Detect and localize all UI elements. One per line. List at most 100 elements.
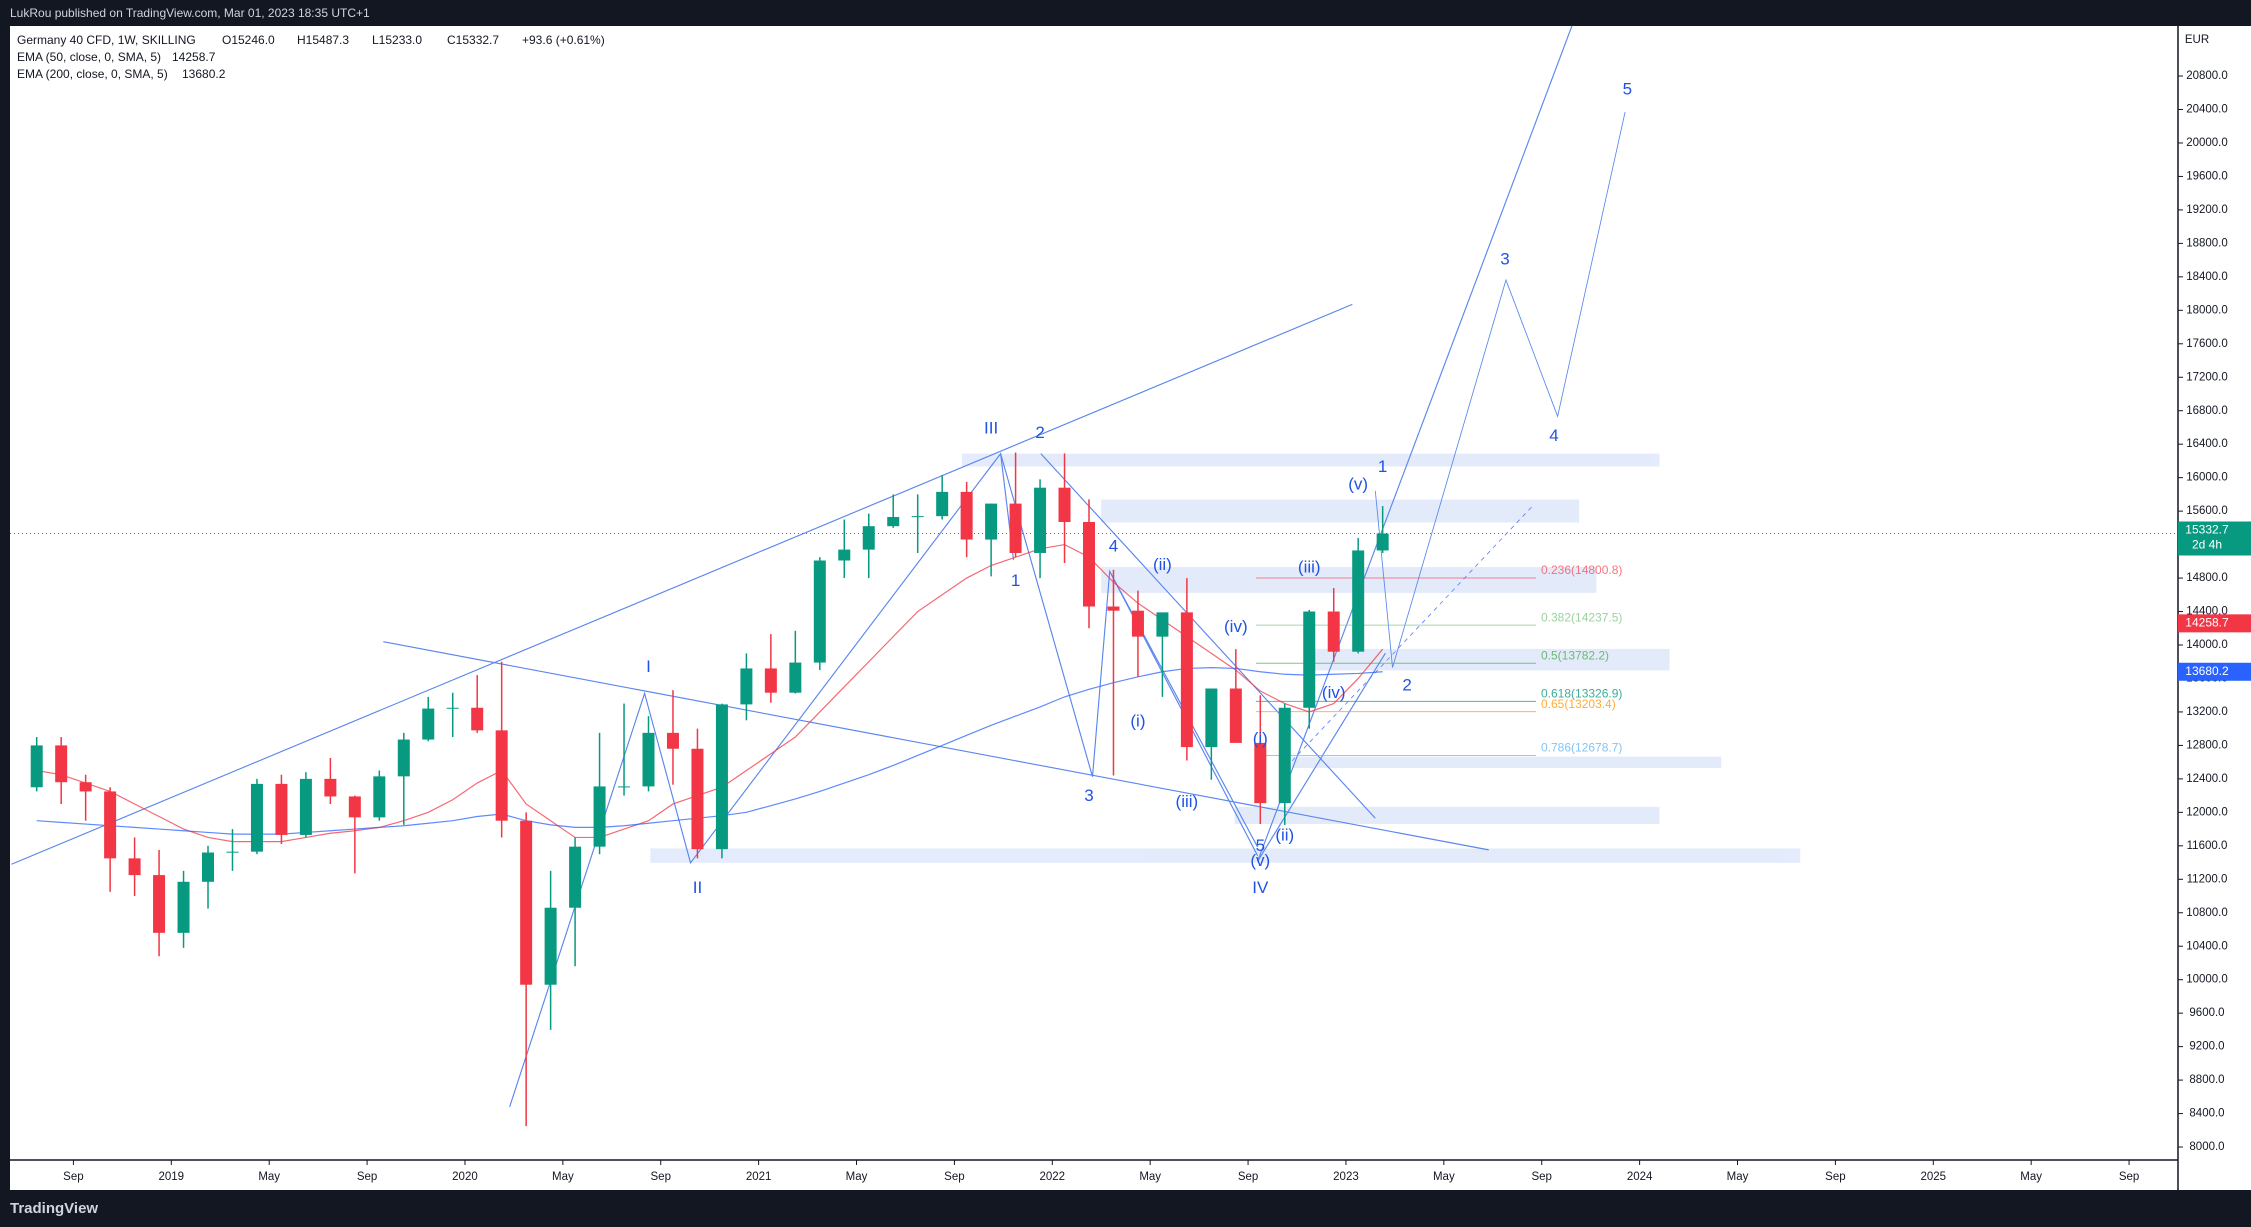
candle-body (960, 491, 973, 540)
ohlc-value: O15246.0 (222, 33, 275, 47)
wave-label: 3 (1500, 250, 1509, 269)
x-tick-label: 2020 (452, 1171, 478, 1183)
candle-body (666, 732, 679, 749)
y-tick-label: 12400.0 (2186, 773, 2228, 785)
fib-label: 0.5(13782.2) (1541, 648, 1609, 662)
wave-label: (iii) (1176, 792, 1199, 811)
x-tick-label: Sep (63, 1171, 83, 1183)
wave-label: (iv) (1322, 683, 1346, 702)
candle-body (128, 858, 141, 876)
candle-body (1327, 611, 1340, 652)
y-tick-label: 11200.0 (2187, 873, 2228, 885)
wave-label: (v) (1250, 851, 1270, 870)
trend-line (383, 641, 1489, 851)
ema-tag (2178, 662, 2251, 681)
bottom-bar (0, 1190, 2251, 1227)
y-tick-label: 10800.0 (2186, 907, 2228, 919)
x-tick-label: Sep (1238, 1171, 1258, 1183)
candle-body (373, 776, 386, 818)
candle-body (1034, 487, 1047, 553)
candle-body (911, 516, 924, 518)
y-tick-label: 18400.0 (2186, 271, 2228, 283)
wave-label: (iv) (1224, 617, 1248, 636)
y-tick-label: 17600.0 (2186, 338, 2228, 350)
legend-value: 13680.2 (182, 67, 226, 81)
wave-label: 5 (1256, 836, 1265, 855)
y-tick-label: 12000.0 (2186, 806, 2228, 818)
y-tick-label: 12800.0 (2186, 739, 2228, 751)
price-tag (2178, 521, 2251, 556)
candle-body (813, 560, 826, 663)
ohlc-value: L15233.0 (372, 33, 422, 47)
wave-label: 2 (1402, 675, 1411, 694)
trend-line (11, 303, 1353, 865)
wave-label: (i) (1253, 729, 1268, 748)
candle-body (1058, 487, 1071, 523)
x-tick-label: 2024 (1627, 1171, 1653, 1183)
x-tick-label: Sep (357, 1171, 377, 1183)
price-tag-label: 15332.7 (2185, 523, 2229, 537)
candle-body (226, 851, 239, 853)
currency: EUR (2185, 34, 2209, 46)
y-tick-label: 17200.0 (2186, 371, 2228, 383)
candle-body (1131, 610, 1144, 637)
x-tick-label: 2022 (1039, 1171, 1065, 1183)
ohlc-value: C15332.7 (447, 33, 499, 47)
wave-label: III (984, 419, 998, 438)
candle-body (520, 820, 533, 985)
candle-body (79, 782, 92, 792)
candle-body (104, 791, 117, 859)
fib-label: 0.382(14237.5) (1541, 610, 1622, 624)
candle-body (495, 730, 508, 821)
candle-body (1083, 522, 1095, 607)
candle-body (324, 778, 337, 797)
candle-body (764, 668, 777, 693)
candle-body (1156, 612, 1169, 637)
legend-entry: EMA (200, close, 0, SMA, 5) (17, 67, 168, 81)
candle-body (471, 707, 484, 731)
zone (1306, 648, 1670, 671)
candle-body (544, 907, 557, 985)
x-tick-label: May (1433, 1171, 1455, 1183)
wave-label: (ii) (1153, 555, 1172, 574)
candle-body (569, 846, 582, 908)
zone (1234, 806, 1660, 825)
y-tick-label: 8000.0 (2189, 1141, 2224, 1153)
y-tick-label: 9600.0 (2189, 1007, 2224, 1019)
y-tick-label: 19200.0 (2186, 204, 2228, 216)
x-tick-label: Sep (1531, 1171, 1551, 1183)
candle-body (1205, 688, 1218, 748)
x-tick-label: Sep (1825, 1171, 1845, 1183)
x-tick-label: May (552, 1171, 574, 1183)
zone (1101, 567, 1597, 593)
x-tick-label: May (1139, 1171, 1161, 1183)
zone (650, 848, 1801, 863)
projection-line (1291, 505, 1534, 762)
x-tick-label: May (258, 1171, 280, 1183)
candle-body (715, 704, 728, 850)
candle-body (446, 707, 459, 709)
footer-brand: TradingView (10, 1200, 98, 1217)
candle-body (250, 783, 263, 852)
candle-body (642, 732, 655, 787)
change: +93.6 (+0.61%) (522, 33, 605, 47)
candle-body (618, 786, 631, 788)
wave-label: 5 (1623, 80, 1632, 99)
trend-line (1257, 652, 1386, 862)
projection-line (1374, 111, 1626, 668)
candle-body (1278, 707, 1291, 804)
wave-label: 4 (1549, 426, 1558, 445)
candle-body (1229, 688, 1242, 743)
x-tick-label: 2021 (746, 1171, 772, 1183)
x-tick-label: 2023 (1333, 1171, 1359, 1183)
y-tick-label: 8800.0 (2189, 1074, 2224, 1086)
zone (1101, 499, 1580, 523)
candle-body (348, 796, 361, 818)
y-tick-label: 16400.0 (2186, 438, 2228, 450)
zone (1292, 756, 1722, 769)
candle-body (838, 549, 851, 561)
x-tick-label: May (2020, 1171, 2042, 1183)
candle-body (1180, 612, 1193, 748)
countdown: 2d 4h (2192, 538, 2222, 552)
